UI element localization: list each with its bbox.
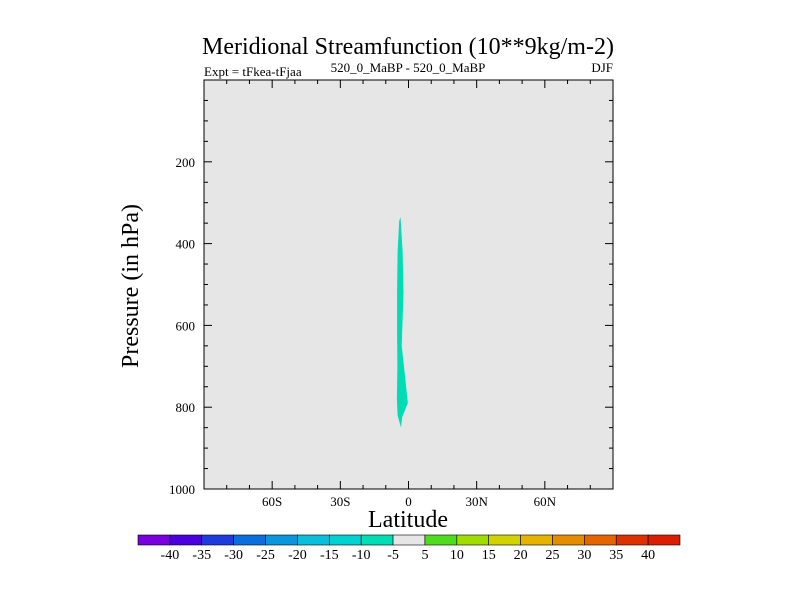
colorbar-label: 10 xyxy=(450,548,464,563)
x-tick-label: 30N xyxy=(465,494,488,509)
colorbar-swatch xyxy=(456,534,490,546)
y-tick-label: 1000 xyxy=(169,482,195,497)
x-tick-label: 30S xyxy=(330,494,350,509)
x-tick-label: 60N xyxy=(534,494,557,509)
y-axis-label: Pressure (in hPa) xyxy=(118,204,144,368)
plot-background xyxy=(204,80,613,489)
colorbar-swatch xyxy=(647,534,681,546)
colorbar-label: -10 xyxy=(352,548,371,563)
colorbar-label: 40 xyxy=(641,548,655,563)
x-axis-label: Latitude xyxy=(368,507,448,533)
colorbar-label: -30 xyxy=(224,548,243,563)
colorbar-swatch xyxy=(360,534,394,546)
colorbar-label: -35 xyxy=(192,548,211,563)
chart-title: Meridional Streamfunction (10**9kg/m-2) xyxy=(202,34,614,60)
colorbar-swatch xyxy=(392,534,426,546)
contour-region-0 xyxy=(396,217,408,428)
colorbar-swatch xyxy=(552,534,585,546)
colorbar-swatch xyxy=(424,534,458,546)
colorbar-swatch xyxy=(201,534,234,546)
colorbar-label: 35 xyxy=(609,548,623,563)
x-tick-label: 0 xyxy=(405,494,412,509)
plot-area xyxy=(203,79,614,490)
subtitle-center: 520_0_MaBP - 520_0_MaBP xyxy=(331,60,486,75)
colorbar-swatch xyxy=(615,534,649,546)
x-axis: 60S 30S 0 30N 60N xyxy=(226,80,591,509)
colorbar-label: -40 xyxy=(161,548,180,563)
colorbar-swatch xyxy=(297,534,330,546)
colorbar-swatch xyxy=(265,534,298,546)
colorbar-swatch xyxy=(488,534,521,546)
y-axis: 200 400 600 800 1000 xyxy=(169,99,613,497)
y-tick-label: 600 xyxy=(176,318,196,333)
x-tick-label: 60S xyxy=(262,494,282,509)
colorbar-label: -25 xyxy=(256,548,275,563)
y-tick-label: 400 xyxy=(176,237,196,252)
colorbar-label: -15 xyxy=(320,548,339,563)
colorbar-label: 20 xyxy=(514,548,528,563)
y-tick-label: 800 xyxy=(176,400,196,415)
colorbar-swatch xyxy=(169,534,203,546)
colorbar-label: 15 xyxy=(482,548,496,563)
subtitle-right: DJF xyxy=(591,60,613,75)
y-tick-label: 200 xyxy=(176,155,196,170)
colorbar: -40 -35 -30 -25 -20 -15 -10 -5 5 10 15 20 25 30 35 40 xyxy=(137,534,681,563)
colorbar-label: 5 xyxy=(421,548,428,563)
colorbar-label: 30 xyxy=(577,548,591,563)
subtitle-left: Expt = tFkea-tFjaa xyxy=(204,64,302,79)
colorbar-label: -5 xyxy=(387,548,399,563)
colorbar-swatch xyxy=(520,534,553,546)
colorbar-label: 25 xyxy=(545,548,559,563)
colorbar-swatch xyxy=(328,534,362,546)
colorbar-swatch xyxy=(584,534,617,546)
colorbar-swatch xyxy=(233,534,266,546)
colorbar-label: -20 xyxy=(288,548,307,563)
colorbar-swatch xyxy=(137,534,171,546)
